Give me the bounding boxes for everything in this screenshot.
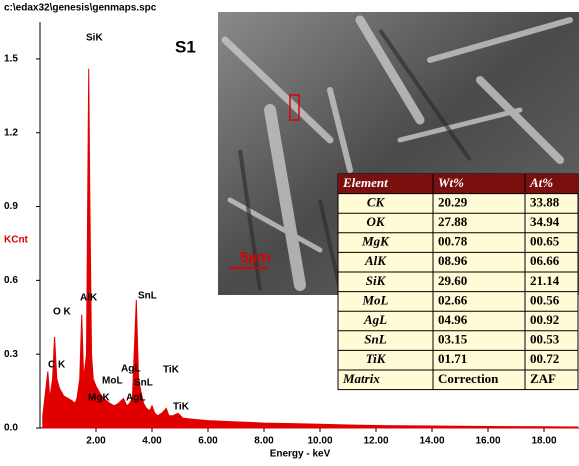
table-cell: OK	[366, 214, 385, 229]
table-cell: AlK	[364, 253, 387, 268]
x-axis-label: Energy - keV	[270, 449, 331, 460]
table-cell: 34.94	[530, 214, 560, 229]
table-cell: 08.96	[438, 253, 468, 268]
y-tick-label: 1.2	[4, 127, 18, 138]
x-tick-label: 8.00	[254, 436, 274, 447]
table-cell: 00.72	[530, 351, 559, 366]
table-cell: 04.96	[438, 312, 468, 327]
table-cell: 00.65	[530, 234, 560, 249]
table-cell: 03.15	[438, 332, 468, 347]
peak-label: TiK	[163, 365, 180, 376]
page: 5µm S1 c:\edax32\genesis\genmaps.spc KCn…	[0, 0, 579, 461]
table-cell: SnL	[364, 332, 386, 347]
table-cell: 00.53	[530, 332, 560, 347]
x-tick-label: 12.00	[363, 436, 388, 447]
peak-label: MoL	[102, 376, 123, 387]
table-cell: SiK	[366, 273, 387, 288]
x-tick-label: 10.00	[307, 436, 332, 447]
peak-label: AlK	[80, 293, 98, 304]
y-axis-label: KCnt	[4, 235, 29, 246]
table-cell: Matrix	[342, 371, 380, 386]
table-cell: TiK	[366, 351, 387, 366]
table-header: Wt%	[438, 175, 464, 190]
peak-label: SiK	[86, 33, 103, 44]
peak-label: O K	[53, 307, 72, 318]
table-cell: CK	[367, 194, 386, 209]
peak-label: MgK	[88, 393, 110, 404]
table-cell: 00.56	[530, 292, 560, 307]
x-tick-label: 18.00	[531, 436, 556, 447]
peak-label: AgL	[121, 364, 140, 375]
table-cell: Correction	[438, 371, 499, 386]
table: Element Wt% At% CK 20.29 33.88 OK 27.88 34.94 MgK…	[338, 174, 578, 390]
image-label: S1	[175, 37, 196, 56]
y-tick-label: 0.9	[4, 201, 18, 212]
table-cell: 02.66	[438, 292, 468, 307]
chart-title: c:\edax32\genesis\genmaps.spc	[4, 3, 157, 14]
table-cell: ZAF	[530, 371, 556, 386]
table-cell: 00.92	[530, 312, 559, 327]
table-header: At%	[529, 175, 553, 190]
scale-bar: 5µm	[240, 249, 270, 266]
peak-label: TiK	[173, 402, 190, 413]
peak-label: AgL	[126, 393, 145, 404]
peak-label: C K	[48, 360, 66, 371]
table-header: Element	[342, 175, 388, 190]
table-cell: 21.14	[530, 273, 560, 288]
table-cell: 27.88	[438, 214, 468, 229]
x-tick-label: 6.00	[198, 436, 218, 447]
table-cell: MgK	[361, 234, 390, 249]
peak-label: SnL	[138, 291, 157, 302]
table-cell: 20.29	[438, 194, 468, 209]
y-tick-label: 1.5	[4, 54, 18, 65]
x-tick-label: 14.00	[419, 436, 444, 447]
x-tick-label: 2.00	[86, 436, 106, 447]
table-cell: MoL	[362, 292, 389, 307]
y-tick-label: 0.0	[4, 423, 18, 434]
table-cell: 06.66	[530, 253, 560, 268]
table-cell: 00.78	[438, 234, 468, 249]
peak-label: SnL	[134, 378, 153, 389]
table-cell: 29.60	[438, 273, 467, 288]
table-cell: AgL	[363, 312, 387, 327]
x-tick-label: 16.00	[475, 436, 500, 447]
table-cell: 33.88	[530, 194, 560, 209]
x-tick-label: 4.00	[142, 436, 162, 447]
y-tick-label: 0.6	[4, 275, 18, 286]
table-cell: 01.71	[438, 351, 467, 366]
y-tick-label: 0.3	[4, 349, 18, 360]
